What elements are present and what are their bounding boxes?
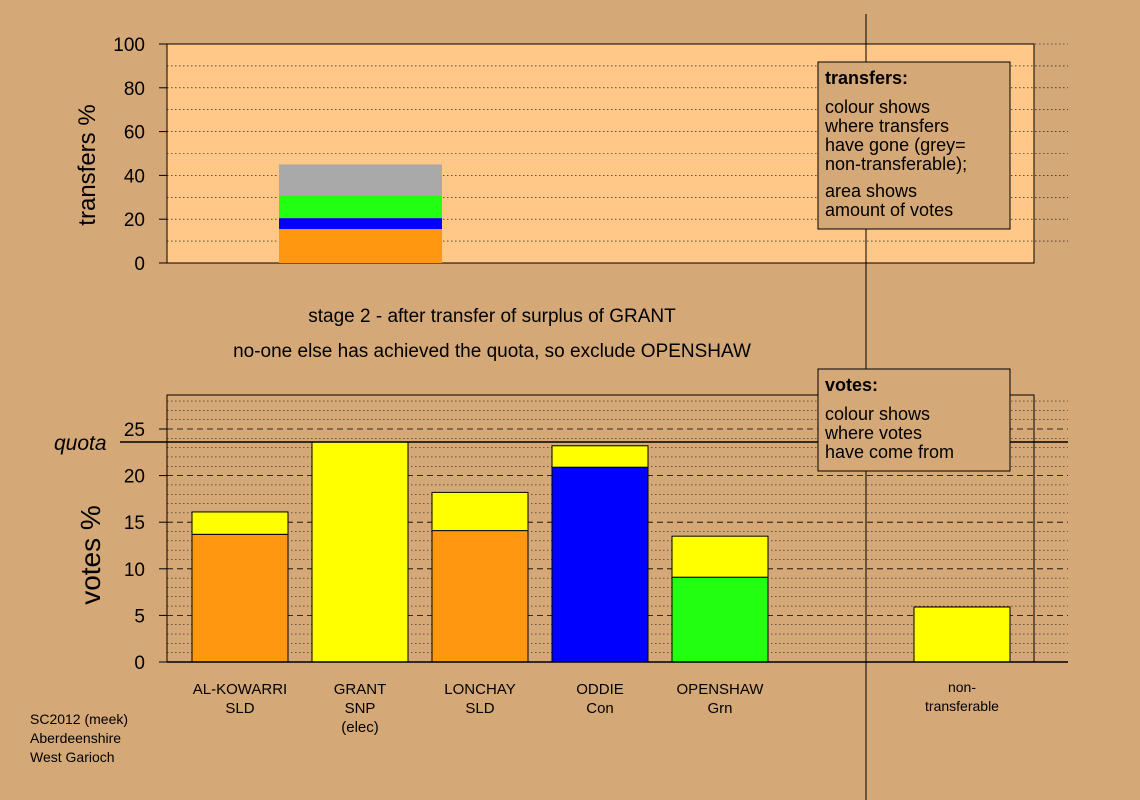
vote-segment — [191, 511, 289, 535]
transfers-y-tick-label: 100 — [113, 35, 145, 56]
transfers-y-tick-label: 20 — [124, 210, 145, 231]
votes-y-axis-label: votes % — [75, 505, 106, 605]
candidate-label: GRANT — [334, 681, 387, 698]
candidate-label: OPENSHAW — [677, 681, 765, 698]
transfers-y-tick-label: 60 — [124, 123, 145, 144]
nontransferable-label: transferable — [925, 698, 999, 714]
votes-legend-title: votes: — [825, 375, 878, 395]
transfer-segment — [279, 164, 442, 196]
transfers-legend-line: amount of votes — [825, 200, 953, 220]
vote-segment — [913, 606, 1011, 663]
vote-segment — [671, 535, 769, 578]
votes-y-tick-label: 20 — [124, 467, 145, 488]
transfer-segment — [279, 229, 442, 263]
votes-bars — [191, 441, 1011, 663]
transfers-y-tick-label: 40 — [124, 166, 145, 187]
transfers-y-tick-label: 80 — [124, 79, 145, 100]
council-label: Aberdeenshire — [30, 730, 122, 746]
transfers-y-tick-label: 0 — [134, 254, 145, 275]
ward-label: West Garioch — [30, 749, 115, 765]
footer-info: SC2012 (meek) Aberdeenshire West Garioch — [30, 710, 128, 767]
candidate-label: ODDIE — [576, 681, 624, 698]
candidate-label: Con — [586, 700, 614, 717]
vote-segment — [431, 491, 529, 532]
transfers-y-axis-label: transfers % — [74, 104, 101, 225]
transfers-legend-line: where transfers — [824, 116, 949, 136]
votes-legend-line: where votes — [824, 423, 922, 443]
transfers-y-axis: 0 20 40 60 80 100 — [113, 35, 168, 275]
transfer-segment — [279, 195, 442, 219]
transfers-legend-line: colour shows — [825, 97, 930, 117]
candidate-label: LONCHAY — [444, 681, 515, 698]
vote-segment — [311, 441, 409, 663]
transfers-legend-title: transfers: — [825, 68, 908, 88]
votes-y-tick-label: 5 — [134, 606, 145, 627]
vote-segment — [551, 466, 649, 663]
candidate-label: SNP — [345, 700, 376, 717]
candidate-label: (elec) — [341, 719, 379, 736]
transfers-legend-line: non-transferable); — [825, 154, 967, 174]
quota-label: quota — [54, 432, 107, 455]
exclusion-note: no-one else has achieved the quota, so e… — [233, 341, 751, 362]
method-label: SC2012 (meek) — [30, 711, 129, 727]
transfer-segment — [279, 218, 442, 230]
transfers-legend-line: area shows — [825, 181, 917, 201]
votes-y-axis: 0 5 10 15 20 25 — [124, 395, 1068, 674]
candidate-label: SLD — [465, 700, 494, 717]
votes-y-tick-label: 25 — [124, 420, 145, 441]
vote-segment — [551, 445, 649, 468]
votes-legend-line: have come from — [825, 442, 954, 462]
votes-y-tick-label: 15 — [124, 513, 145, 534]
candidate-label: AL-KOWARRI — [193, 681, 287, 698]
nontransferable-label: non- — [948, 679, 976, 695]
votes-y-tick-label: 10 — [124, 560, 145, 581]
votes-category-labels: AL-KOWARRI SLD GRANT SNP (elec) LONCHAY SLD ODD… — [193, 679, 999, 736]
transfers-legend-line: have gone (grey= — [825, 135, 966, 155]
vote-segment — [431, 530, 529, 663]
candidate-label: Grn — [707, 700, 732, 717]
transfers-bars — [279, 164, 442, 263]
vote-segment — [671, 576, 769, 663]
votes-y-tick-label: 0 — [134, 653, 145, 674]
votes-legend-line: colour shows — [825, 404, 930, 424]
vote-segment — [191, 533, 289, 663]
transfers-legend: transfers: colour shows where transfers … — [817, 61, 1011, 230]
stage-description: stage 2 - after transfer of surplus of G… — [308, 306, 676, 327]
candidate-label: SLD — [225, 700, 254, 717]
votes-legend: votes: colour shows where votes have com… — [817, 368, 1011, 472]
